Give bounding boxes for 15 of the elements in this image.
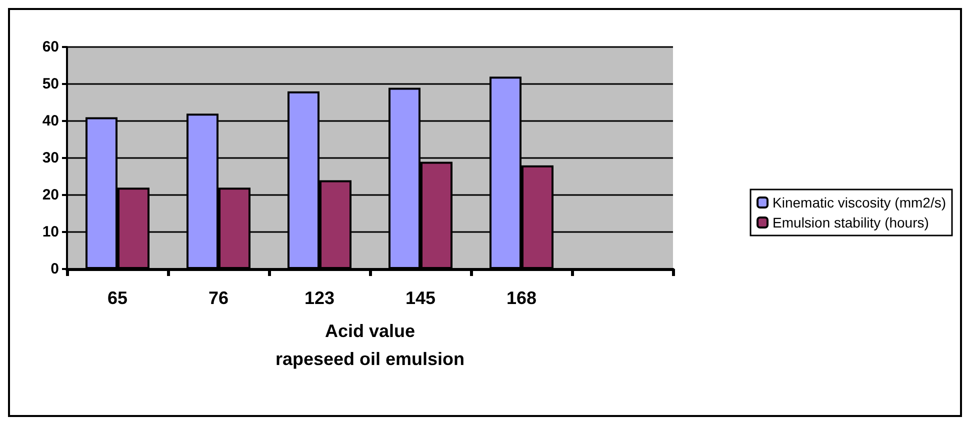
y-tick-label: 30 (42, 150, 59, 166)
y-tick-label: 60 (42, 38, 59, 56)
y-tick-label: 20 (42, 186, 59, 204)
x-tick-label: 65 (107, 288, 128, 308)
x-tick-label: 76 (208, 288, 229, 308)
legend-label: Emulsion stability (hours) (772, 214, 929, 230)
x-tick-label: 168 (506, 288, 537, 308)
x-axis-title: Acid value rapeseed oil emulsion (275, 321, 465, 369)
y-tick-label: 0 (50, 260, 59, 278)
legend-label: Kinematic viscosity (mm2/s) (772, 194, 946, 210)
x-tick-label: 145 (405, 288, 436, 308)
y-tick-label: 40 (42, 112, 59, 130)
x-tick-label: 123 (304, 288, 335, 308)
y-tick-label: 50 (42, 76, 59, 92)
y-tick-label: 10 (42, 224, 59, 240)
